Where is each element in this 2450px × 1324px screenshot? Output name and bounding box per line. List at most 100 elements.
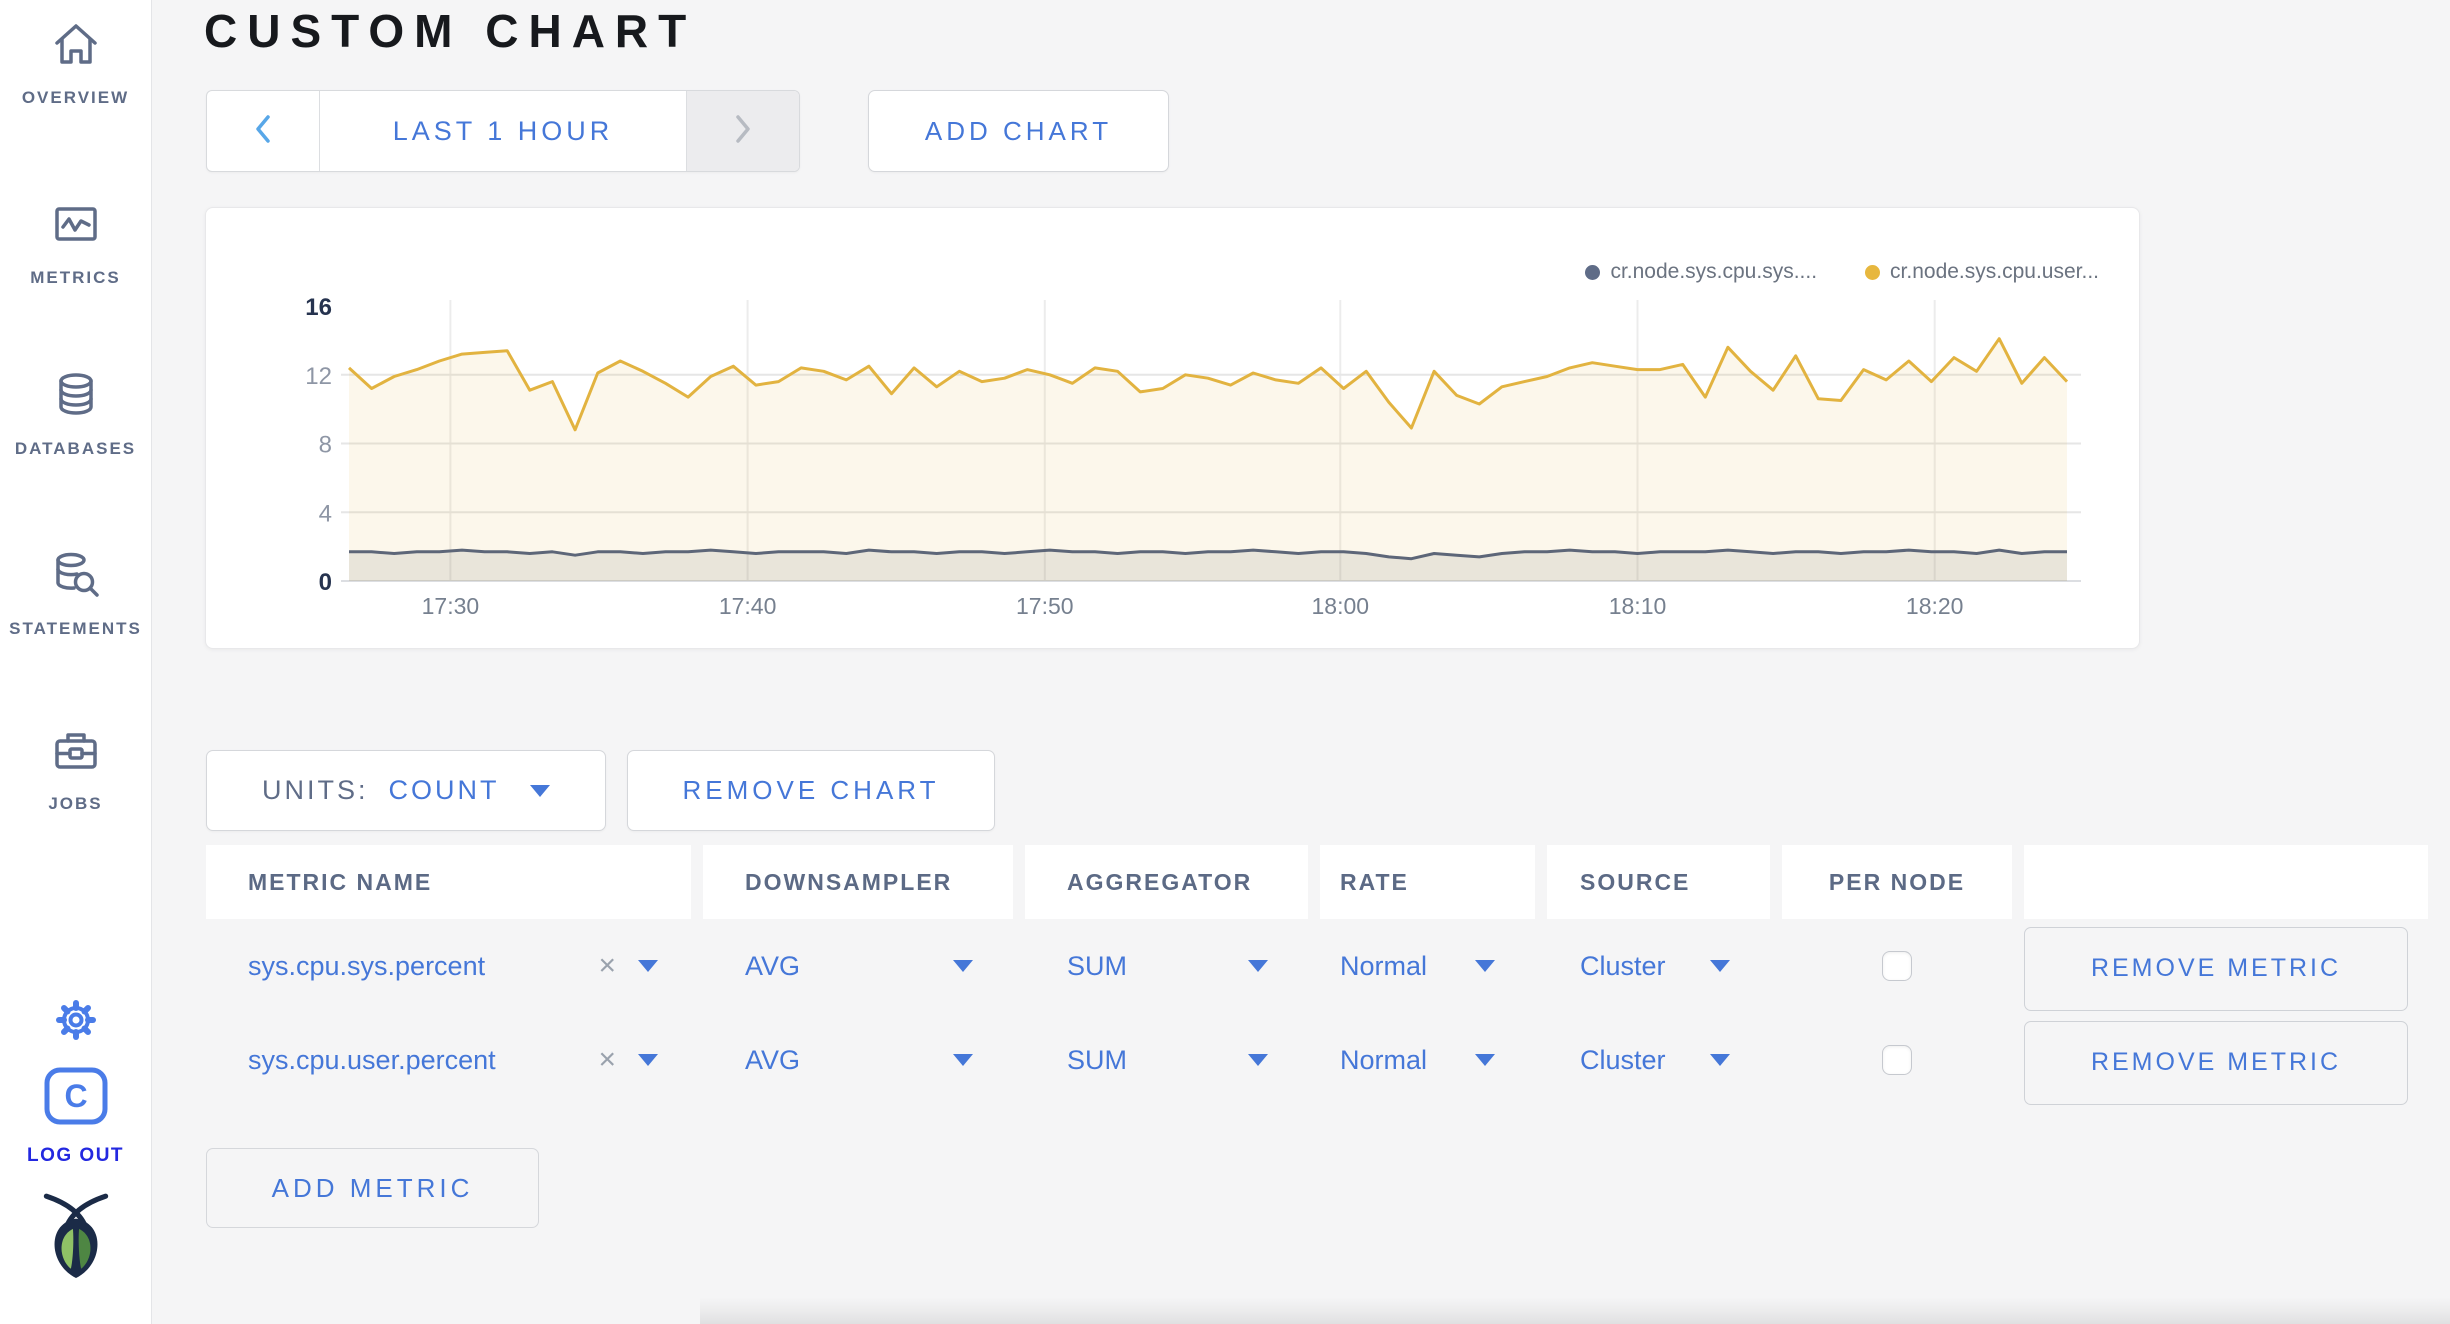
remove-chart-button[interactable]: REMOVE CHART (627, 750, 995, 831)
rate-value: Normal (1340, 1044, 1428, 1075)
sidebar-item-label: OVERVIEW (21, 88, 130, 107)
per-node-checkbox[interactable] (1882, 951, 1912, 981)
downsampler-value: AVG (745, 950, 801, 981)
chevron-down-icon (1248, 960, 1268, 972)
settings-button[interactable] (0, 996, 151, 1049)
time-window-selector: LAST 1 HOUR (206, 90, 800, 172)
actions-cell: REMOVE METRIC (2024, 1013, 2428, 1107)
svg-text:16: 16 (305, 294, 332, 321)
chevron-down-icon (1475, 1054, 1495, 1066)
legend-item-user[interactable]: cr.node.sys.cpu.user... (1865, 260, 2099, 284)
chevron-down-icon (1248, 1054, 1268, 1066)
table-row: sys.cpu.user.percent × AVG SUM Normal Cl… (206, 1013, 2428, 1107)
header-per-node: PER NODE (1782, 845, 2012, 919)
aggregator-select[interactable]: SUM (1025, 919, 1308, 1013)
aggregator-select[interactable]: SUM (1025, 1013, 1308, 1107)
svg-text:17:30: 17:30 (422, 593, 480, 619)
jobs-icon (0, 722, 151, 778)
sidebar-item-metrics[interactable]: METRICS (0, 196, 151, 288)
time-window-label-button[interactable]: LAST 1 HOUR (320, 91, 686, 171)
metric-name-select[interactable]: sys.cpu.user.percent × (206, 1013, 691, 1107)
rate-value: Normal (1340, 950, 1428, 981)
sidebar: OVERVIEW METRICS DATABASES (0, 0, 152, 1324)
source-select[interactable]: Cluster (1547, 1013, 1770, 1107)
rate-select[interactable]: Normal (1320, 1013, 1535, 1107)
chart-legend: cr.node.sys.cpu.sys.... cr.node.sys.cpu.… (1585, 260, 2099, 284)
logout-button[interactable]: C LOG OUT (0, 1066, 151, 1167)
metrics-table-header: METRIC NAME DOWNSAMPLER AGGREGATOR RATE … (206, 845, 2428, 919)
chart-card: 17:30 17:40 17:50 18:00 18:10 18:20 0 4 8 12 16 cr… (205, 207, 2140, 649)
header-rate: RATE (1320, 845, 1535, 919)
chevron-down-icon (529, 784, 550, 797)
custom-chart-plot: 17:30 17:40 17:50 18:00 18:10 18:20 0 4 8 12 16 (305, 294, 2081, 619)
page-title: CUSTOM CHART (204, 5, 697, 57)
sidebar-item-label: DATABASES (14, 439, 137, 458)
source-select[interactable]: Cluster (1547, 919, 1770, 1013)
sidebar-item-label: STATEMENTS (9, 619, 142, 638)
chevron-left-icon (254, 114, 272, 149)
sidebar-item-label: METRICS (30, 268, 121, 287)
sidebar-item-statements[interactable]: STATEMENTS (0, 547, 151, 639)
svg-text:17:50: 17:50 (1016, 593, 1074, 619)
legend-dot-user (1865, 264, 1881, 280)
chevron-down-icon (1710, 1054, 1730, 1066)
sidebar-item-databases[interactable]: DATABASES (0, 367, 151, 459)
svg-text:12: 12 (305, 363, 332, 390)
aggregator-value: SUM (1067, 950, 1127, 981)
select-indicators: × (598, 951, 658, 981)
header-source: SOURCE (1547, 845, 1770, 919)
bottom-scroll-shadow (700, 1297, 2450, 1324)
remove-metric-button[interactable]: REMOVE METRIC (2024, 1020, 2408, 1105)
chevron-down-icon (638, 1054, 658, 1066)
svg-text:8: 8 (319, 432, 332, 459)
per-node-cell (1782, 1013, 2012, 1107)
header-aggregator: AGGREGATOR (1025, 845, 1308, 919)
sidebar-item-overview[interactable]: OVERVIEW (0, 16, 151, 108)
rate-select[interactable]: Normal (1320, 919, 1535, 1013)
remove-metric-button[interactable]: REMOVE METRIC (2024, 926, 2408, 1011)
svg-text:18:00: 18:00 (1312, 593, 1370, 619)
sidebar-item-jobs[interactable]: JOBS (0, 722, 151, 814)
svg-text:17:40: 17:40 (719, 593, 777, 619)
statements-icon (0, 547, 151, 603)
svg-text:4: 4 (319, 500, 332, 527)
actions-cell: REMOVE METRIC (2024, 919, 2428, 1013)
chevron-down-icon (953, 1054, 973, 1066)
source-value: Cluster (1580, 1044, 1666, 1075)
units-label: UNITS: (262, 775, 369, 805)
legend-item-sys[interactable]: cr.node.sys.cpu.sys.... (1585, 260, 1817, 284)
gear-icon (52, 1000, 100, 1048)
add-metric-button[interactable]: ADD METRIC (206, 1148, 539, 1228)
sidebar-item-label: JOBS (48, 794, 103, 813)
downsampler-value: AVG (745, 1044, 801, 1075)
cockroach-c-icon: C (43, 1067, 109, 1130)
databases-icon (0, 367, 151, 423)
svg-text:18:10: 18:10 (1609, 593, 1667, 619)
header-downsampler: DOWNSAMPLER (703, 845, 1013, 919)
svg-text:18:20: 18:20 (1906, 593, 1964, 619)
cockroachdb-logo (0, 1188, 151, 1285)
downsampler-select[interactable]: AVG (703, 919, 1013, 1013)
clear-metric-icon[interactable]: × (598, 1043, 616, 1076)
clear-metric-icon[interactable]: × (598, 949, 616, 982)
downsampler-select[interactable]: AVG (703, 1013, 1013, 1107)
metrics-icon (0, 196, 151, 252)
time-window-next-button[interactable] (686, 91, 799, 171)
chevron-down-icon (1475, 960, 1495, 972)
time-window-prev-button[interactable] (207, 91, 320, 171)
metric-name-select[interactable]: sys.cpu.sys.percent × (206, 919, 691, 1013)
header-actions (2024, 845, 2428, 919)
table-row: sys.cpu.sys.percent × AVG SUM Normal Clu… (206, 919, 2428, 1013)
metrics-table: METRIC NAME DOWNSAMPLER AGGREGATOR RATE … (206, 845, 2428, 1107)
chevron-down-icon (953, 960, 973, 972)
per-node-cell (1782, 919, 2012, 1013)
select-indicators: × (598, 1045, 658, 1075)
home-icon (0, 16, 151, 72)
svg-text:C: C (64, 1078, 87, 1114)
source-value: Cluster (1580, 950, 1666, 981)
chevron-down-icon (1710, 960, 1730, 972)
units-dropdown[interactable]: UNITS: COUNT (206, 750, 606, 831)
per-node-checkbox[interactable] (1882, 1045, 1912, 1075)
add-chart-button[interactable]: ADD CHART (868, 90, 1169, 172)
